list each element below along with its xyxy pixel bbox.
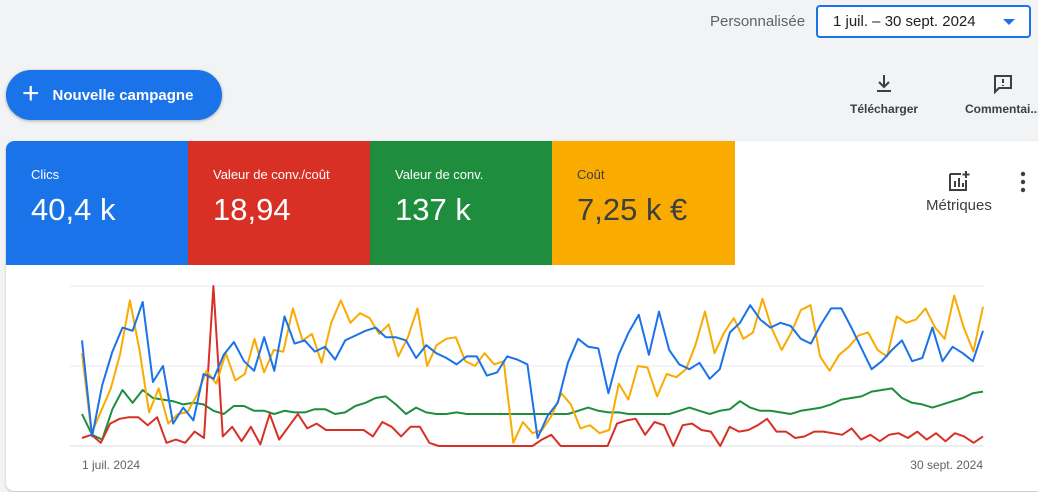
more-vert-icon[interactable]	[1018, 171, 1028, 193]
date-range-type-label: Personnalisée	[710, 13, 806, 30]
metrics-label: Métriques	[926, 197, 992, 214]
new-campaign-button[interactable]: + Nouvelle campagne	[6, 70, 222, 120]
series-cost-line	[81, 294, 984, 444]
metric-label: Clics	[31, 167, 60, 182]
new-campaign-label: Nouvelle campagne	[52, 86, 194, 104]
date-range-value: 1 juil. – 30 sept. 2024	[833, 13, 976, 30]
comments-button[interactable]: Commentai...	[965, 72, 1038, 116]
metric-tile-conv-value[interactable]: Valeur de conv. 137 k	[370, 141, 553, 265]
metric-label: Valeur de conv./coût	[213, 167, 330, 182]
x-tick-label-end: 30 sept. 2024	[910, 458, 983, 472]
plus-icon: +	[22, 76, 40, 110]
metric-tile-conv-value-cost[interactable]: Valeur de conv./coût 18,94	[188, 141, 371, 265]
metric-value: 7,25 k €	[577, 192, 688, 227]
comment-icon	[993, 75, 1012, 95]
metric-tile-clicks[interactable]: Clics 40,4 k	[6, 141, 189, 265]
metric-value: 137 k	[395, 192, 471, 227]
date-range-picker[interactable]: 1 juil. – 30 sept. 2024	[816, 5, 1031, 38]
download-button[interactable]: Télécharger	[850, 72, 918, 116]
add-chart-icon	[948, 171, 970, 191]
metric-label: Valeur de conv.	[395, 167, 484, 182]
metrics-button[interactable]: Métriques	[926, 169, 992, 214]
performance-card: Clics 40,4 k Valeur de conv./coût 18,94 …	[6, 141, 1038, 491]
dropdown-arrow-icon	[1003, 19, 1015, 25]
series-clicks-line	[81, 301, 984, 439]
download-icon	[877, 75, 892, 92]
metric-tile-cost[interactable]: Coût 7,25 k €	[552, 141, 735, 265]
download-label: Télécharger	[850, 102, 919, 116]
series-conv-value-line	[81, 387, 984, 441]
metric-value: 18,94	[213, 192, 291, 227]
metric-value: 40,4 k	[31, 192, 116, 227]
series-conv-value-cost-line	[81, 285, 984, 447]
comments-label: Commentai...	[965, 102, 1038, 116]
metric-label: Coût	[577, 167, 605, 182]
performance-line-chart: 1 juil. 2024 30 sept. 2024	[70, 285, 984, 472]
x-tick-label-start: 1 juil. 2024	[82, 458, 140, 472]
